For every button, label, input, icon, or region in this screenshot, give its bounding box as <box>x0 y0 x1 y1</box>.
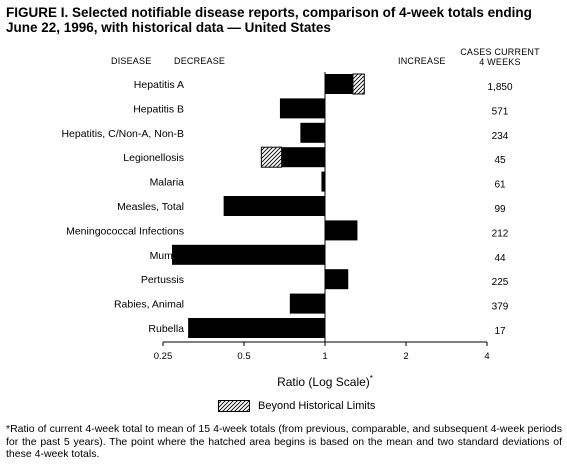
x-axis-label-text: Ratio (Log Scale) <box>277 375 370 389</box>
bar <box>325 269 349 290</box>
x-tick-label: 2 <box>403 351 408 362</box>
category-label: Rubella <box>148 323 184 335</box>
cases-count-label: 61 <box>494 180 506 191</box>
legend-label: Beyond Historical Limits <box>258 400 376 412</box>
x-tick-label: 0.25 <box>154 351 173 362</box>
category-label: Legionellosis <box>123 152 184 164</box>
bar-hatched-portion <box>352 73 365 95</box>
bar <box>321 171 325 192</box>
category-label: Mumps <box>150 250 184 262</box>
category-label: Meningococcal Infections <box>66 225 184 237</box>
legend-hatch-swatch <box>218 400 250 412</box>
category-label: Hepatitis B <box>133 103 184 115</box>
cases-count-label: 17 <box>494 326 506 337</box>
category-label: Malaria <box>150 177 185 189</box>
cases-header-line1: CASES CURRENT <box>460 47 540 57</box>
cases-count-label: 45 <box>494 155 506 166</box>
cases-column-header: CASES CURRENT 4 WEEKS <box>450 47 550 67</box>
bar <box>223 196 325 216</box>
cases-count-label: 234 <box>492 131 509 142</box>
category-label: Measles, Total <box>117 201 184 213</box>
bar-hatched-portion <box>260 146 283 168</box>
cases-count-label: 379 <box>492 302 509 313</box>
figure-title: FIGURE I. Selected notifiable disease re… <box>6 5 532 35</box>
cases-count-label: 99 <box>494 204 506 215</box>
category-label: Pertussis <box>141 274 184 286</box>
bar <box>171 244 325 265</box>
bar <box>325 74 353 94</box>
increase-header: INCREASE <box>398 56 446 66</box>
cases-header-line2: 4 WEEKS <box>479 57 521 67</box>
disease-column-header: DISEASE <box>111 56 152 66</box>
cases-count-label: 225 <box>492 277 509 288</box>
cases-count-label: 44 <box>494 253 506 264</box>
bar <box>281 147 325 168</box>
x-axis-label-marker: * <box>369 374 373 383</box>
cases-count-label: 212 <box>492 228 509 239</box>
x-tick-label: 4 <box>484 351 489 362</box>
legend: Beyond Historical Limits <box>218 400 375 412</box>
category-label: Hepatitis A <box>134 79 184 91</box>
category-label: Hepatitis, C/Non-A, Non-B <box>61 128 184 140</box>
bar <box>279 98 325 119</box>
category-label: Rabies, Animal <box>114 299 184 311</box>
bar <box>300 122 325 143</box>
x-tick-label: 0.5 <box>237 351 250 362</box>
x-axis-label: Ratio (Log Scale)* <box>220 374 430 389</box>
footnote: *Ratio of current 4-week total to mean o… <box>6 423 562 460</box>
bar <box>325 220 358 241</box>
cases-count-label: 571 <box>492 106 509 117</box>
bar <box>188 318 325 338</box>
cases-count-label: 1,850 <box>487 82 512 93</box>
bar <box>289 293 325 314</box>
decrease-header: DECREASE <box>174 56 226 66</box>
x-tick-label: 1 <box>322 351 327 362</box>
